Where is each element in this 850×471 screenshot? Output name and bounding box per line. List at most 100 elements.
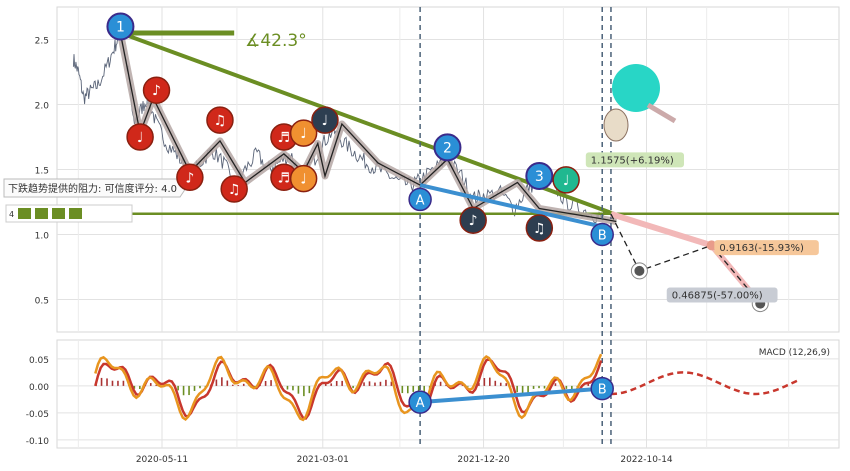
price-y-tick: 2.5 <box>35 37 49 47</box>
note-marker-icon <box>552 166 580 194</box>
x-tick-label: 2022-10-14 <box>620 455 673 465</box>
note-glyph: ♫ <box>228 182 241 198</box>
note-marker-icon <box>142 76 171 104</box>
target-label: 0.9163(-15.93%) <box>719 243 804 254</box>
wave-number-marker <box>433 133 462 162</box>
projection-line <box>610 213 761 304</box>
macd-histogram-bar <box>100 377 103 386</box>
macd-histogram-bar <box>292 385 294 391</box>
macd-histogram-bar <box>489 377 491 386</box>
target-label: 0.46875(-57.00%) <box>672 291 763 302</box>
macd-histogram-bar <box>303 385 305 397</box>
note-glyph: ♪ <box>469 213 478 229</box>
note-marker-icon <box>289 164 318 193</box>
macd-wave-marker <box>408 390 432 414</box>
macd-histogram-bar <box>505 383 508 386</box>
macd-wave-marker <box>590 376 614 401</box>
projection-point <box>634 265 645 276</box>
note-marker-icon <box>126 123 154 151</box>
macd-histogram-bar <box>532 385 535 389</box>
macd-histogram-bar <box>221 377 223 386</box>
target-label-box <box>714 240 819 256</box>
macd-histogram-bar <box>445 384 447 386</box>
macd-histogram-bar <box>571 385 573 391</box>
macd-line <box>94 353 603 422</box>
resistance-note: 下跌趋势提供的阻力: 可信度评分: 4.0 <box>8 182 177 195</box>
macd-histogram-bar <box>543 385 546 389</box>
price-y-tick: 1.0 <box>35 232 50 242</box>
macd-histogram-bar <box>406 385 409 394</box>
x-tick-labels: 2020-05-11 2021-03-01 2021-12-20 2022-10-14 <box>136 455 673 465</box>
wave-letter-marker <box>590 222 614 247</box>
note-glyph: ♪ <box>185 170 194 186</box>
macd-histogram-bar <box>494 380 497 386</box>
macd-histogram-bar <box>587 383 590 386</box>
wave-number-label: 3 <box>535 169 544 185</box>
projection-point <box>706 240 717 251</box>
note-marker-icon <box>525 214 554 242</box>
note-glyph: ♩ <box>300 172 307 188</box>
note-marker-icon <box>206 106 234 134</box>
note-marker-icon <box>220 175 248 203</box>
macd-histogram-bar <box>374 382 376 386</box>
macd-histogram-bar <box>483 378 486 386</box>
macd-histogram-bar <box>111 380 114 386</box>
macd-y-tick: 0.05 <box>29 356 49 366</box>
macd-histogram-bar <box>117 380 119 386</box>
wave-number-label: 2 <box>443 140 452 156</box>
note-marker-icon <box>176 163 204 192</box>
mascot-dog-icon <box>603 108 629 142</box>
macd-histogram-bar <box>521 385 524 396</box>
note-glyph: ♫ <box>533 221 546 237</box>
mascot-balloon-icon <box>612 64 660 112</box>
wave-number-marker <box>525 162 554 190</box>
macd-histogram-bar <box>193 385 196 391</box>
y-tick-labels: 0.5 1.0 1.5 2.0 2.5 0.05 0.00 -0.05 -0.10 <box>26 37 50 447</box>
macd-histogram-bar <box>270 380 272 386</box>
macd-histogram-bar <box>467 385 469 387</box>
macd-histogram-bar <box>199 385 201 389</box>
x-tick-label: 2021-03-01 <box>297 455 349 465</box>
macd-title: MACD (12,26,9) <box>759 348 830 358</box>
price-y-tick: 2.0 <box>35 102 50 112</box>
rating-star-icon <box>35 208 48 219</box>
macd-histogram-bar <box>188 385 190 396</box>
note-glyph: ♩ <box>322 113 329 129</box>
rating-star-icon <box>18 208 31 219</box>
note-glyph: ♬ <box>278 130 291 146</box>
note-glyph: ♩ <box>300 126 307 142</box>
macd-histogram-bar <box>379 381 382 386</box>
note-glyph: ♩ <box>563 173 570 189</box>
macd-histogram-bar <box>308 385 311 394</box>
macd-histogram-bar <box>385 379 387 386</box>
macd-y-tick: 0.00 <box>29 383 49 393</box>
macd-histogram-bar <box>297 385 300 394</box>
macd-histogram-bar <box>133 385 136 389</box>
macd-y-tick: -0.10 <box>26 437 50 447</box>
macd-histogram-bar <box>122 380 125 386</box>
macd-series: A B MACD (12,26,9) <box>94 348 830 422</box>
note-glyph: ♫ <box>214 113 227 129</box>
macd-histogram-bar <box>237 385 240 386</box>
note-glyph: ♪ <box>152 83 161 99</box>
target-label-box <box>585 152 685 168</box>
macd-wave-label: B <box>598 383 607 398</box>
x-tick-label: 2020-05-11 <box>136 455 188 465</box>
macd-histogram-bar <box>106 378 108 386</box>
wave-letter-label: B <box>598 229 607 244</box>
macd-histogram-bar <box>286 385 289 390</box>
macd-histogram-bar <box>565 385 568 389</box>
note-marker-icon <box>459 206 487 234</box>
target-label-box <box>666 287 778 303</box>
macd-histogram-bar <box>335 380 338 386</box>
macd-histogram-bar <box>401 385 404 394</box>
note-glyph: ♩ <box>137 130 144 146</box>
wave-number-marker <box>106 12 135 41</box>
macd-projection-line <box>610 371 798 396</box>
macd-histogram-bar <box>324 383 327 386</box>
macd-histogram-bar <box>149 383 152 386</box>
macd-panel-bg <box>56 339 840 449</box>
target-label: 1.1575(+6.19%) <box>591 155 674 166</box>
resistance-note-box <box>3 178 187 198</box>
